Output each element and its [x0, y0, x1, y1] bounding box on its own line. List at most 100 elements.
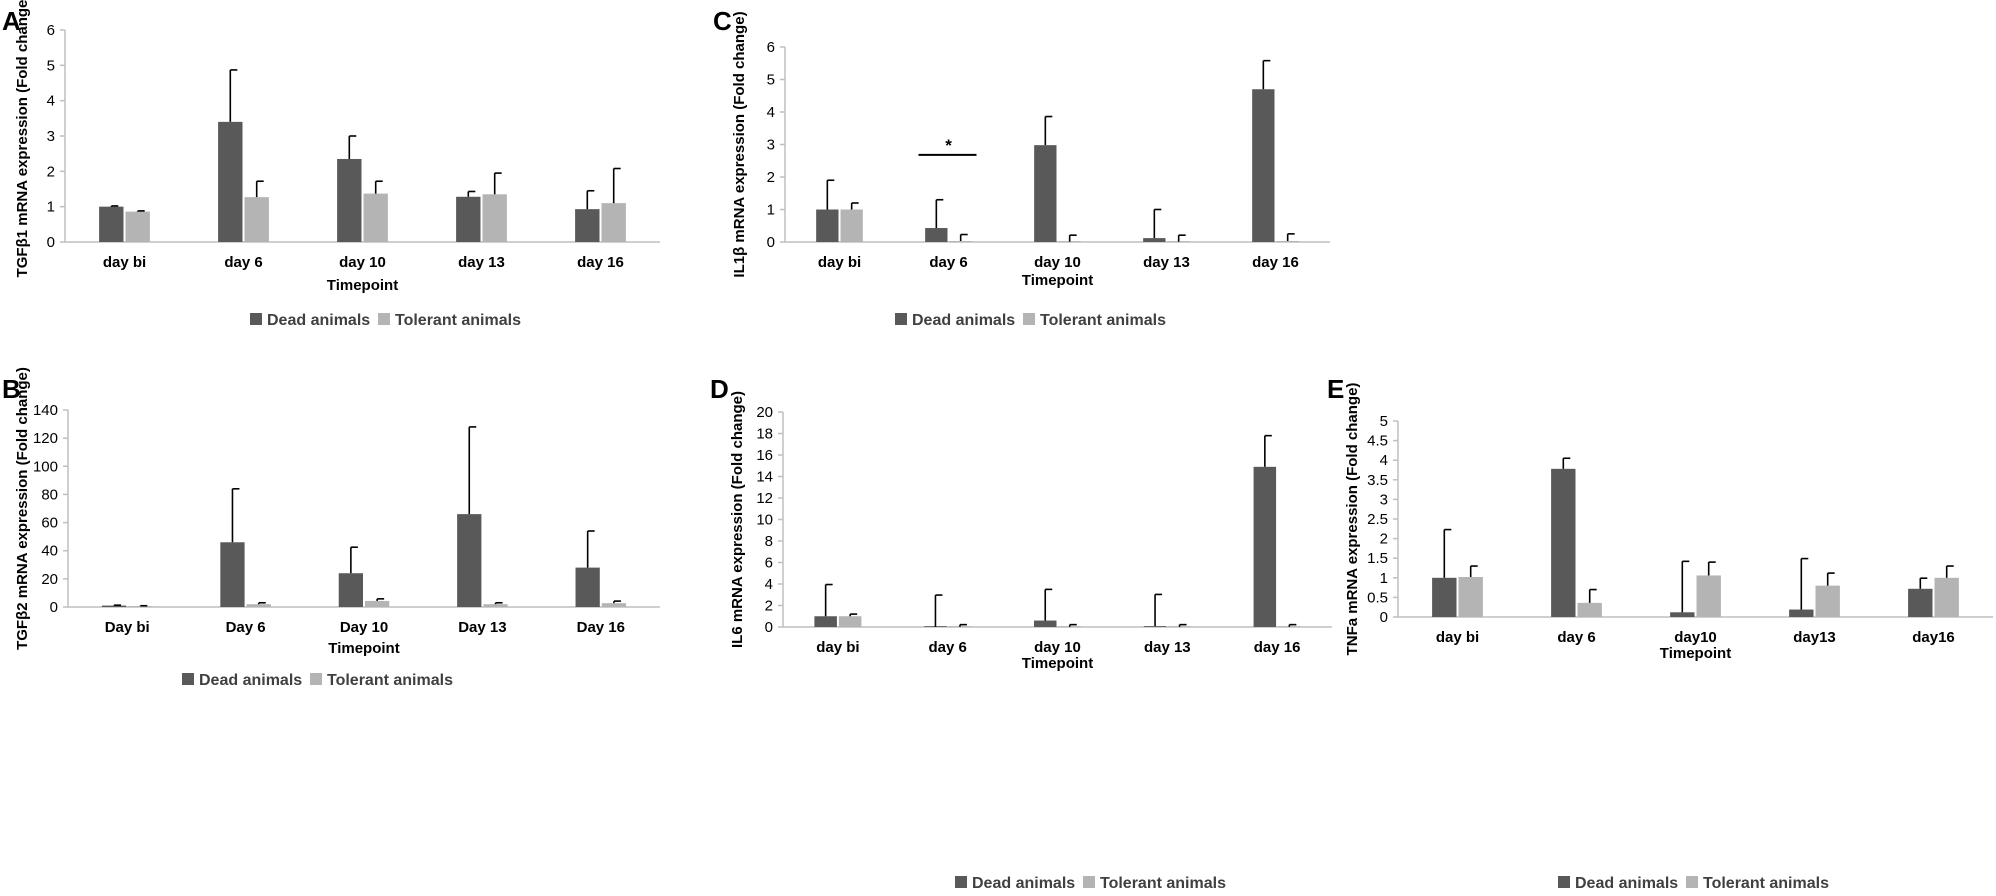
- y-tick-label: 0: [50, 599, 58, 616]
- x-category-label: day13: [1793, 629, 1836, 646]
- legend-label-tolerant: Tolerant animals: [1100, 875, 1226, 891]
- y-tick-label: 80: [41, 486, 58, 503]
- x-axis-title: Timepoint: [1022, 272, 1093, 289]
- y-tick-label: 2.5: [1367, 511, 1388, 528]
- legend-label-tolerant: Tolerant animals: [327, 672, 453, 689]
- legend-label-tolerant: Tolerant animals: [395, 312, 521, 329]
- y-tick-label: 3: [1380, 491, 1388, 508]
- y-tick-label: 4: [765, 576, 773, 593]
- x-category-label: day bi: [1436, 629, 1479, 646]
- x-category-label: day 16: [1252, 254, 1299, 271]
- y-tick-label: 0: [1380, 609, 1388, 626]
- bar-dead-3: [1789, 609, 1814, 617]
- y-tick-label: 2: [765, 598, 773, 615]
- bar-tolerant-1: [246, 604, 271, 607]
- y-tick-label: 100: [33, 458, 58, 475]
- y-tick-label: 10: [756, 512, 773, 529]
- bar-dead-4: [1253, 466, 1277, 627]
- y-tick-label: 20: [756, 404, 773, 421]
- bar-dead-4: [1908, 588, 1933, 617]
- bar-tolerant-4: [601, 603, 627, 607]
- y-tick-label: 40: [41, 543, 58, 560]
- bar-dead-2: [337, 158, 362, 242]
- x-category-label: day 6: [929, 639, 967, 656]
- bar-tolerant-4: [601, 203, 626, 242]
- y-tick-label: 16: [756, 447, 773, 464]
- bar-dead-2: [1034, 145, 1057, 242]
- legend-swatch-tolerant: [1083, 876, 1095, 888]
- bar-tolerant-2: [365, 600, 390, 607]
- y-tick-label: 18: [756, 426, 773, 443]
- x-category-label: Day 6: [226, 619, 266, 636]
- y-tick-label: 60: [41, 515, 58, 532]
- x-category-label: day 6: [1557, 629, 1595, 646]
- y-tick-label: 0: [765, 619, 773, 636]
- bar-dead-3: [456, 196, 481, 242]
- legend-swatch-dead: [1558, 876, 1570, 888]
- x-axis-title: Timepoint: [327, 277, 398, 294]
- y-tick-label: 1.5: [1367, 550, 1388, 567]
- bar-tolerant-1: [1577, 602, 1602, 617]
- x-category-label: day bi: [816, 639, 859, 656]
- legend-label-dead: Dead animals: [199, 672, 302, 689]
- chart-panel-b: B 0 20 40 60 80 100 120 140 Day bi Day 6 Day 10 Day …: [2, 367, 660, 689]
- y-tick-label: 5: [47, 57, 55, 74]
- bar-dead-0: [1432, 577, 1457, 617]
- legend-swatch-tolerant: [1023, 313, 1035, 325]
- bar-dead-1: [925, 228, 948, 242]
- x-axis-title: Timepoint: [1660, 645, 1731, 662]
- y-tick-label: 5: [1380, 413, 1388, 430]
- x-axis-title: Timepoint: [1022, 655, 1093, 672]
- legend-swatch-dead: [250, 313, 262, 325]
- y-tick-label: 6: [765, 555, 773, 572]
- bar-tolerant-3: [483, 604, 508, 607]
- bar-dead-1: [218, 121, 243, 242]
- x-category-label: day 10: [1034, 254, 1081, 271]
- x-category-label: Day 13: [458, 619, 506, 636]
- legend-label-dead: Dead animals: [972, 875, 1075, 891]
- legend-label-tolerant: Tolerant animals: [1040, 312, 1166, 329]
- bar-dead-3: [1143, 626, 1167, 627]
- legend: Dead animals Tolerant animals: [250, 312, 521, 329]
- panel-letter: C: [713, 6, 732, 36]
- bar-dead-1: [1551, 468, 1576, 617]
- bar-dead-4: [575, 567, 600, 607]
- x-category-label: day 6: [929, 254, 967, 271]
- significance-marker: *: [945, 136, 952, 155]
- y-tick-label: 4: [47, 93, 55, 110]
- x-category-label: day 13: [1144, 639, 1191, 656]
- y-tick-label: 14: [756, 469, 773, 486]
- legend: Dead animals Tolerant animals: [1558, 875, 1829, 892]
- legend-label-dead: Dead animals: [267, 312, 370, 329]
- legend-label-tolerant: Tolerant animals: [1703, 875, 1829, 891]
- bar-dead-1: [220, 542, 245, 607]
- chart-panel-a: A 0 1 2 3 4 5 6 day bi day 6 day 10 day 13 day 16 Tim…: [2, 0, 660, 329]
- y-tick-label: 6: [767, 39, 775, 56]
- y-tick-label: 4: [1380, 452, 1388, 469]
- bar-dead-0: [816, 209, 839, 242]
- y-tick-label: 1: [1380, 570, 1388, 587]
- legend-swatch-tolerant: [310, 673, 322, 685]
- bar-dead-0: [99, 206, 124, 242]
- bar-dead-2: [1033, 620, 1057, 627]
- y-axis-title: TGFβ2 mRNA expression (Fold change): [14, 367, 31, 650]
- bar-tolerant-0: [1458, 577, 1483, 617]
- bar-tolerant-4: [1276, 241, 1299, 242]
- y-tick-label: 140: [33, 402, 58, 419]
- x-category-label: day bi: [818, 254, 861, 271]
- panel-letter: B: [2, 374, 21, 404]
- legend-swatch-dead: [895, 313, 907, 325]
- y-tick-label: 3: [767, 137, 775, 154]
- panel-letter: E: [1327, 374, 1344, 404]
- legend: Dead animals Tolerant animals: [182, 672, 453, 689]
- x-category-label: day 16: [1254, 639, 1301, 656]
- y-tick-label: 6: [47, 22, 55, 39]
- y-tick-label: 8: [765, 533, 773, 550]
- y-tick-label: 2: [1380, 531, 1388, 548]
- bar-dead-4: [1252, 89, 1275, 242]
- y-tick-label: 0.5: [1367, 589, 1388, 606]
- bar-tolerant-1: [244, 197, 269, 242]
- x-category-label: Day 16: [577, 619, 625, 636]
